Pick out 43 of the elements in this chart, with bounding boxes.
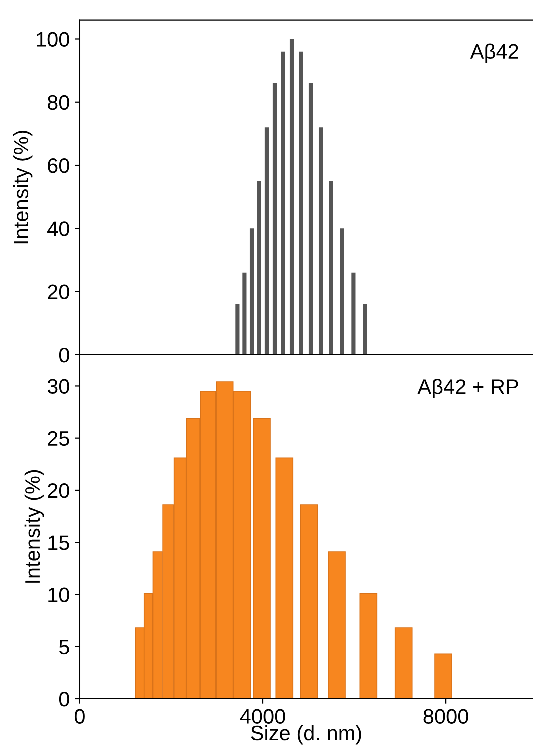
bar xyxy=(308,83,314,355)
y-axis-title: Intensity (%) xyxy=(24,470,44,583)
y-tick-label: 0 xyxy=(59,692,70,707)
bar xyxy=(360,593,378,699)
bar xyxy=(253,418,271,699)
y-tick-label: 0 xyxy=(59,348,70,363)
y-axis-title: Intensity (%) xyxy=(13,131,33,244)
bar xyxy=(257,181,262,355)
y-tick-label: 5 xyxy=(59,640,70,655)
bar xyxy=(300,504,318,699)
x-tick-label: 8000 xyxy=(424,709,468,724)
y-tick-label: 80 xyxy=(48,95,70,110)
bar xyxy=(290,39,294,355)
bar xyxy=(281,52,286,355)
bar xyxy=(328,552,346,699)
bar xyxy=(363,304,368,355)
bar xyxy=(272,83,278,355)
y-tick-label: 15 xyxy=(48,536,70,550)
bar xyxy=(264,128,270,355)
y-tick-label: 20 xyxy=(48,284,70,300)
x-tick-label: 0 xyxy=(74,709,85,724)
y-tick-label: 60 xyxy=(48,158,70,174)
bar xyxy=(250,228,254,355)
bar xyxy=(329,181,334,355)
bar xyxy=(434,654,452,699)
bar xyxy=(394,628,413,699)
bar xyxy=(236,304,240,355)
x-axis-title: Size (d. nm) xyxy=(251,725,362,745)
y-tick-label: 25 xyxy=(48,431,70,446)
bar xyxy=(340,228,344,355)
y-tick-label: 40 xyxy=(48,222,70,236)
y-tick-label: 10 xyxy=(48,588,70,602)
y-tick-label: 30 xyxy=(48,379,70,394)
bar xyxy=(299,52,304,355)
bar xyxy=(276,458,294,699)
annotation: Aβ42 + RP xyxy=(418,379,518,398)
bar xyxy=(352,272,356,355)
x-tick-label: 4000 xyxy=(240,709,286,724)
annotation: Aβ42 xyxy=(470,44,518,64)
bar xyxy=(318,128,324,355)
y-tick-label: 100 xyxy=(37,32,70,47)
bar xyxy=(242,272,247,355)
y-tick-label: 20 xyxy=(48,483,70,498)
